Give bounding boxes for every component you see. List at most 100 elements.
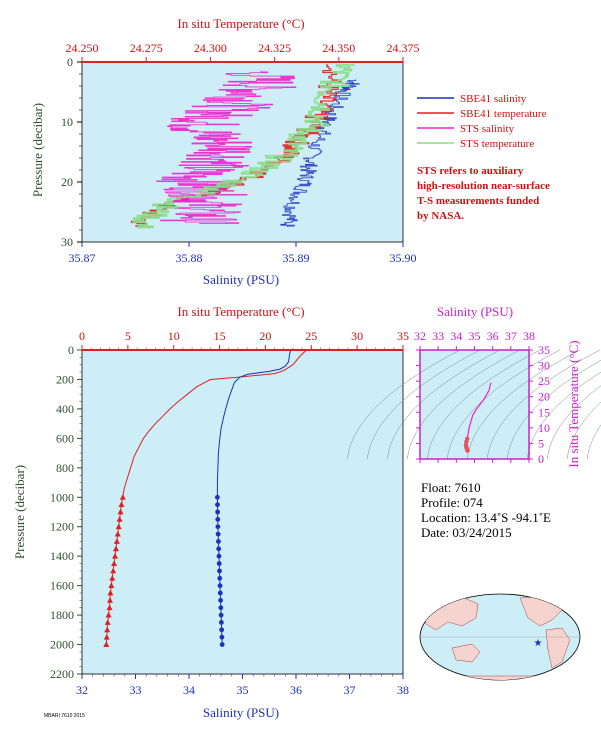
main-pressure-tick-label: 600 <box>56 431 74 445</box>
top-salinity-tick-label: 35.89 <box>283 251 310 265</box>
top-pressure-axis-title: Pressure (decibar) <box>30 103 45 197</box>
ts-isopycnal <box>367 349 481 460</box>
salinity-marker <box>218 597 223 603</box>
salinity-marker <box>216 539 221 544</box>
ts-temp-tick-label: 5 <box>538 436 544 450</box>
temperature-marker <box>106 604 113 611</box>
salinity-marker <box>215 509 221 515</box>
main-salinity-tick-label: 35 <box>237 683 249 697</box>
main-pressure-tick-label: 2200 <box>50 667 74 681</box>
map-land-south-america <box>545 627 571 669</box>
top-series <box>130 64 360 229</box>
temperature-marker <box>115 523 122 530</box>
series-sts-salinity <box>156 70 297 224</box>
main-salinity-tick-label: 37 <box>344 683 356 697</box>
ts-salinity-tick-label: 37 <box>505 329 517 343</box>
salinity-marker <box>216 553 222 559</box>
main-pressure-axis-title: Pressure (decibar) <box>12 465 27 559</box>
ts-temp-tick-label: 0 <box>538 452 544 466</box>
top-pressure-tick-label: 0 <box>67 55 73 69</box>
main-pressure-tick-label: 1200 <box>50 520 74 534</box>
main-salinity-tick-label: 36 <box>290 683 302 697</box>
top-salinity-tick-label: 35.90 <box>390 251 417 265</box>
salinity-marker <box>218 605 224 611</box>
temperature-marker <box>119 494 126 500</box>
ts-isopycnal <box>347 349 461 460</box>
temperature-marker <box>111 560 118 566</box>
main-temp-tick-label: 0 <box>79 329 85 343</box>
ts-salinity-tick-label: 34 <box>450 329 462 343</box>
series-salinity <box>216 349 292 645</box>
ts-isopycnal <box>506 359 601 460</box>
ts-salinity-tick-label: 35 <box>469 329 481 343</box>
top-axes: 24.250 24.275 24.300 24.325 24.350 24.375 35.8… <box>61 41 420 265</box>
ts-temp-tick-label: 25 <box>538 374 550 388</box>
legend-label-sbe41-salinity: SBE41 salinity <box>460 93 527 105</box>
top-temp-tick-label: 24.375 <box>387 41 420 55</box>
main-salinity-tick-label: 38 <box>397 683 409 697</box>
main-plot-area <box>82 350 403 674</box>
ts-isopycnal <box>427 349 541 460</box>
main-temp-tick-label: 30 <box>351 329 363 343</box>
temperature-marker <box>114 530 121 537</box>
main-pressure-tick-label: 0 <box>68 343 74 357</box>
temperature-marker <box>110 567 117 574</box>
temperature-marker <box>103 633 110 640</box>
main-pressure-tick-label: 1600 <box>50 579 74 593</box>
profile-date: Date: 03/24/2015 <box>421 525 512 540</box>
profile-number: Profile: 074 <box>421 495 483 510</box>
main-salinity-tick-label: 34 <box>183 683 195 697</box>
top-temp-tick-label: 24.250 <box>66 41 99 55</box>
ts-isopycnal <box>387 349 501 460</box>
temperature-marker <box>116 516 123 522</box>
salinity-marker <box>216 561 222 566</box>
salinity-marker <box>215 531 221 537</box>
temperature-marker <box>106 597 113 603</box>
main-series <box>103 349 308 647</box>
salinity-marker <box>219 634 225 640</box>
main-salinity-tick-label: 32 <box>76 683 88 697</box>
temperature-marker <box>117 508 124 515</box>
series-sbe41-salinity <box>280 79 360 227</box>
top-salinity-axis-title: Salinity (PSU) <box>203 272 279 287</box>
float-location-marker: ★ <box>534 638 543 649</box>
world-map: ★ <box>419 593 581 681</box>
salinity-marker <box>217 575 223 581</box>
sts-note-line-1: STS refers to auxiliary <box>417 165 524 177</box>
ts-isopycnal <box>566 401 601 460</box>
main-pressure-tick-label: 200 <box>56 372 74 386</box>
temperature-marker <box>104 626 111 633</box>
main-pressure-tick-label: 1800 <box>50 608 74 622</box>
ts-salinity-tick-label: 38 <box>523 329 535 343</box>
main-salinity-tick-label: 33 <box>130 683 142 697</box>
temperature-marker <box>108 582 115 589</box>
main-pressure-tick-label: 800 <box>56 461 74 475</box>
top-pressure-tick-label: 10 <box>61 115 73 129</box>
temperature-marker <box>107 589 114 596</box>
legend-label-sts-temperature: STS temperature <box>460 138 534 150</box>
ts-isopycnal <box>466 349 581 460</box>
sts-note-line-4: by NASA. <box>417 210 464 222</box>
legend-label-sts-salinity: STS salinity <box>460 123 515 135</box>
ts-isopycnal <box>526 371 601 460</box>
ts-temp-tick-label: 20 <box>538 390 550 404</box>
main-temp-tick-label: 20 <box>259 329 271 343</box>
salinity-marker <box>217 583 223 589</box>
ts-isopycnal <box>486 349 601 460</box>
main-temp-axis-title: In situ Temperature (°C) <box>177 304 304 319</box>
ts-series <box>463 382 492 453</box>
sts-note: STS refers to auxiliary high-resolution … <box>417 165 550 222</box>
salinity-marker <box>215 502 220 508</box>
footer-credit: MBARI 7610 2015 <box>44 713 85 719</box>
temperature-marker <box>118 501 125 508</box>
temperature-marker <box>112 545 119 552</box>
main-pressure-tick-label: 400 <box>56 402 74 416</box>
top-temp-tick-label: 24.300 <box>194 41 227 55</box>
ts-plot-area <box>420 350 529 459</box>
salinity-marker <box>217 590 223 596</box>
float-info: Float: 7610 Profile: 074 Location: 13.4˚… <box>421 480 551 540</box>
temperature-marker <box>112 552 119 559</box>
ts-temp-tick-label: 10 <box>538 421 550 435</box>
temperature-marker <box>109 575 116 581</box>
